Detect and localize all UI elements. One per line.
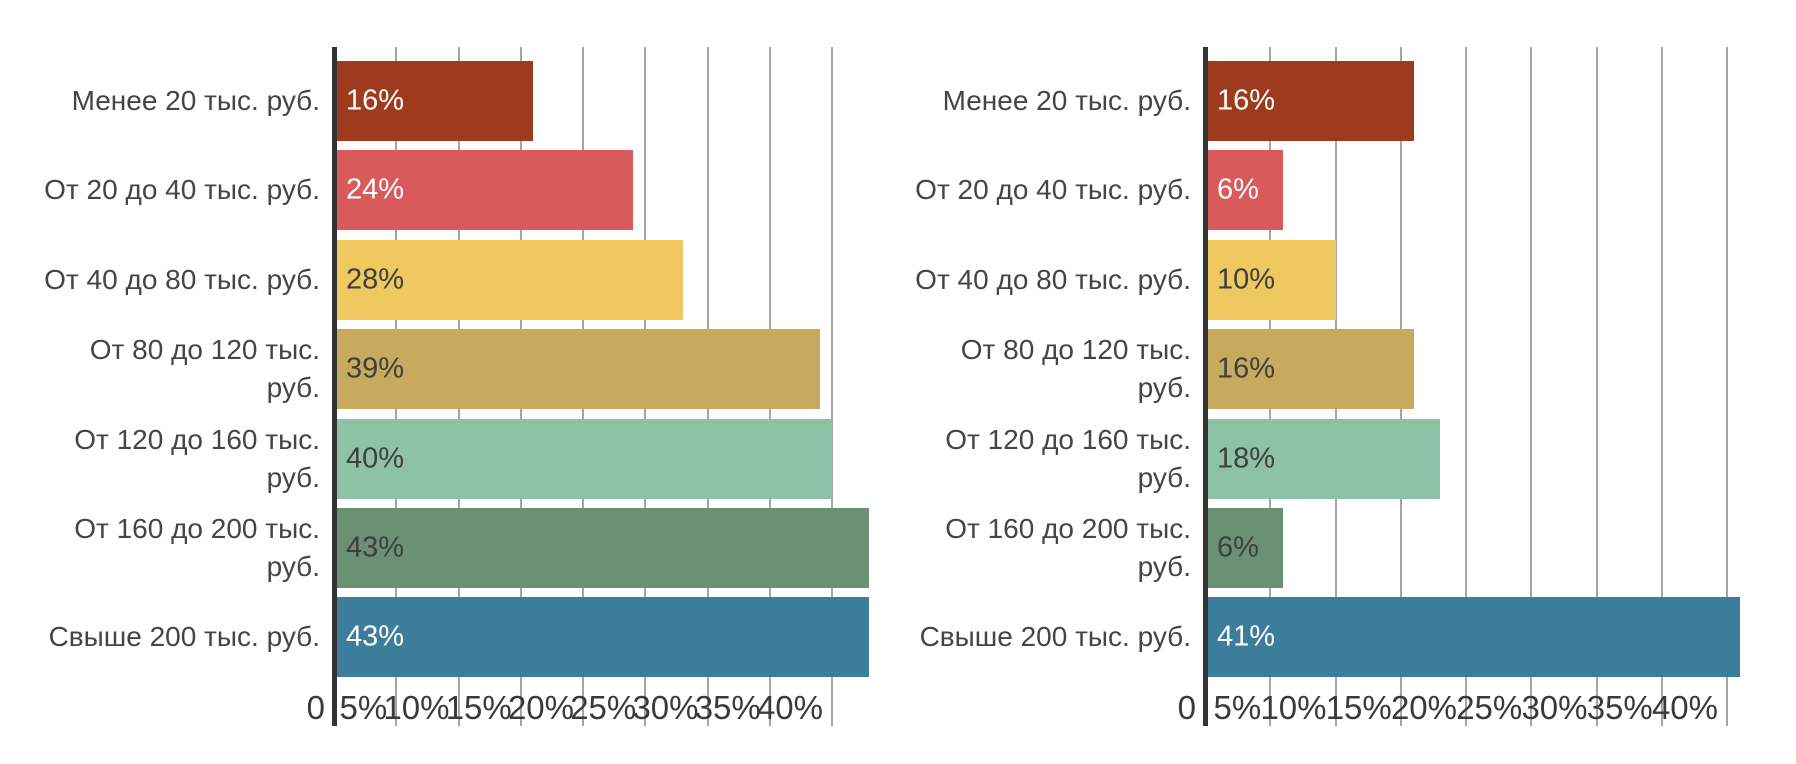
bar-value-label: 28% — [346, 263, 405, 296]
category-label: От 20 до 40 тыс. руб. — [915, 174, 1191, 205]
category-label: Свыше 200 тыс. руб. — [919, 621, 1191, 652]
category-label: От 20 до 40 тыс. руб. — [44, 174, 320, 205]
x-tick-label: 25% — [1456, 689, 1523, 726]
bar-value-label: 43% — [346, 620, 405, 653]
income-chart-right: 16% Менее 20 тыс. руб. 6% От 20 до 40 тыс. … — [898, 0, 1796, 764]
x-tick-label: 0 — [306, 689, 325, 726]
x-tick-label: 40% — [756, 689, 823, 726]
x-tick-label: 35% — [694, 689, 761, 726]
category-label: От 160 до 200 тыс. руб. — [945, 513, 1191, 582]
bar — [1205, 240, 1336, 320]
x-tick-label: 5% — [339, 689, 388, 726]
x-tick-label: 10% — [1260, 689, 1327, 726]
x-tick-label: 15% — [445, 689, 512, 726]
x-tick-label: 20% — [1390, 689, 1457, 726]
bar-value-label: 39% — [346, 352, 405, 385]
bar — [1205, 419, 1440, 499]
y-axis-line — [1203, 47, 1208, 726]
bar-value-label: 16% — [1217, 84, 1276, 117]
income-chart-left: 16% Менее 20 тыс. руб. 24% От 20 до 40 тыс.… — [44, 47, 869, 726]
x-tick-label: 20% — [507, 689, 574, 726]
bar-value-label: 16% — [346, 84, 405, 117]
bar — [1205, 597, 1740, 677]
bar-value-label: 6% — [1217, 173, 1259, 206]
gridline — [1726, 47, 1728, 726]
bar — [334, 329, 820, 409]
x-tick-label: 40% — [1651, 689, 1718, 726]
bar — [334, 240, 683, 320]
bar — [334, 419, 832, 499]
bar-value-label: 43% — [346, 531, 405, 564]
bar — [1205, 508, 1283, 588]
bar — [334, 597, 869, 677]
gridline — [1595, 47, 1598, 726]
category-label: Менее 20 тыс. руб. — [71, 85, 320, 116]
category-label: От 80 до 120 тыс. руб. — [960, 334, 1191, 403]
category-label: От 120 до 160 тыс. руб. — [74, 424, 320, 493]
x-tick-label: 5% — [1213, 689, 1262, 726]
gridline — [1530, 47, 1533, 726]
bar — [1205, 150, 1283, 230]
category-label: От 80 до 120 тыс. руб. — [89, 334, 320, 403]
bar-value-label: 18% — [1217, 442, 1276, 475]
category-label: От 40 до 80 тыс. руб. — [915, 264, 1191, 295]
gridline — [1465, 47, 1467, 726]
bar — [1205, 329, 1414, 409]
bar — [334, 150, 633, 230]
x-tick-label: 35% — [1586, 689, 1653, 726]
y-axis-line — [332, 47, 337, 726]
category-label: От 40 до 80 тыс. руб. — [44, 264, 320, 295]
bar-value-label: 40% — [346, 442, 405, 475]
category-label: От 120 до 160 тыс. руб. — [945, 424, 1191, 493]
bar-value-label: 24% — [346, 173, 405, 206]
x-tick-label: 10% — [383, 689, 450, 726]
bar-value-label: 10% — [1217, 263, 1276, 296]
gridline — [831, 47, 833, 726]
bar — [334, 508, 869, 588]
bar — [1205, 61, 1414, 141]
bar-value-label: 16% — [1217, 352, 1276, 385]
x-tick-label: 30% — [632, 689, 699, 726]
bar-value-label: 41% — [1217, 620, 1276, 653]
x-tick-label: 25% — [570, 689, 637, 726]
category-label: От 160 до 200 тыс. руб. — [74, 513, 320, 582]
bar-value-label: 6% — [1217, 531, 1259, 564]
x-tick-label: 15% — [1325, 689, 1392, 726]
category-label: Менее 20 тыс. руб. — [942, 85, 1191, 116]
bar — [334, 61, 533, 141]
gridline — [1660, 47, 1663, 726]
x-tick-label: 0 — [1177, 689, 1196, 726]
category-label: Свыше 200 тыс. руб. — [48, 621, 320, 652]
x-tick-label: 30% — [1521, 689, 1588, 726]
